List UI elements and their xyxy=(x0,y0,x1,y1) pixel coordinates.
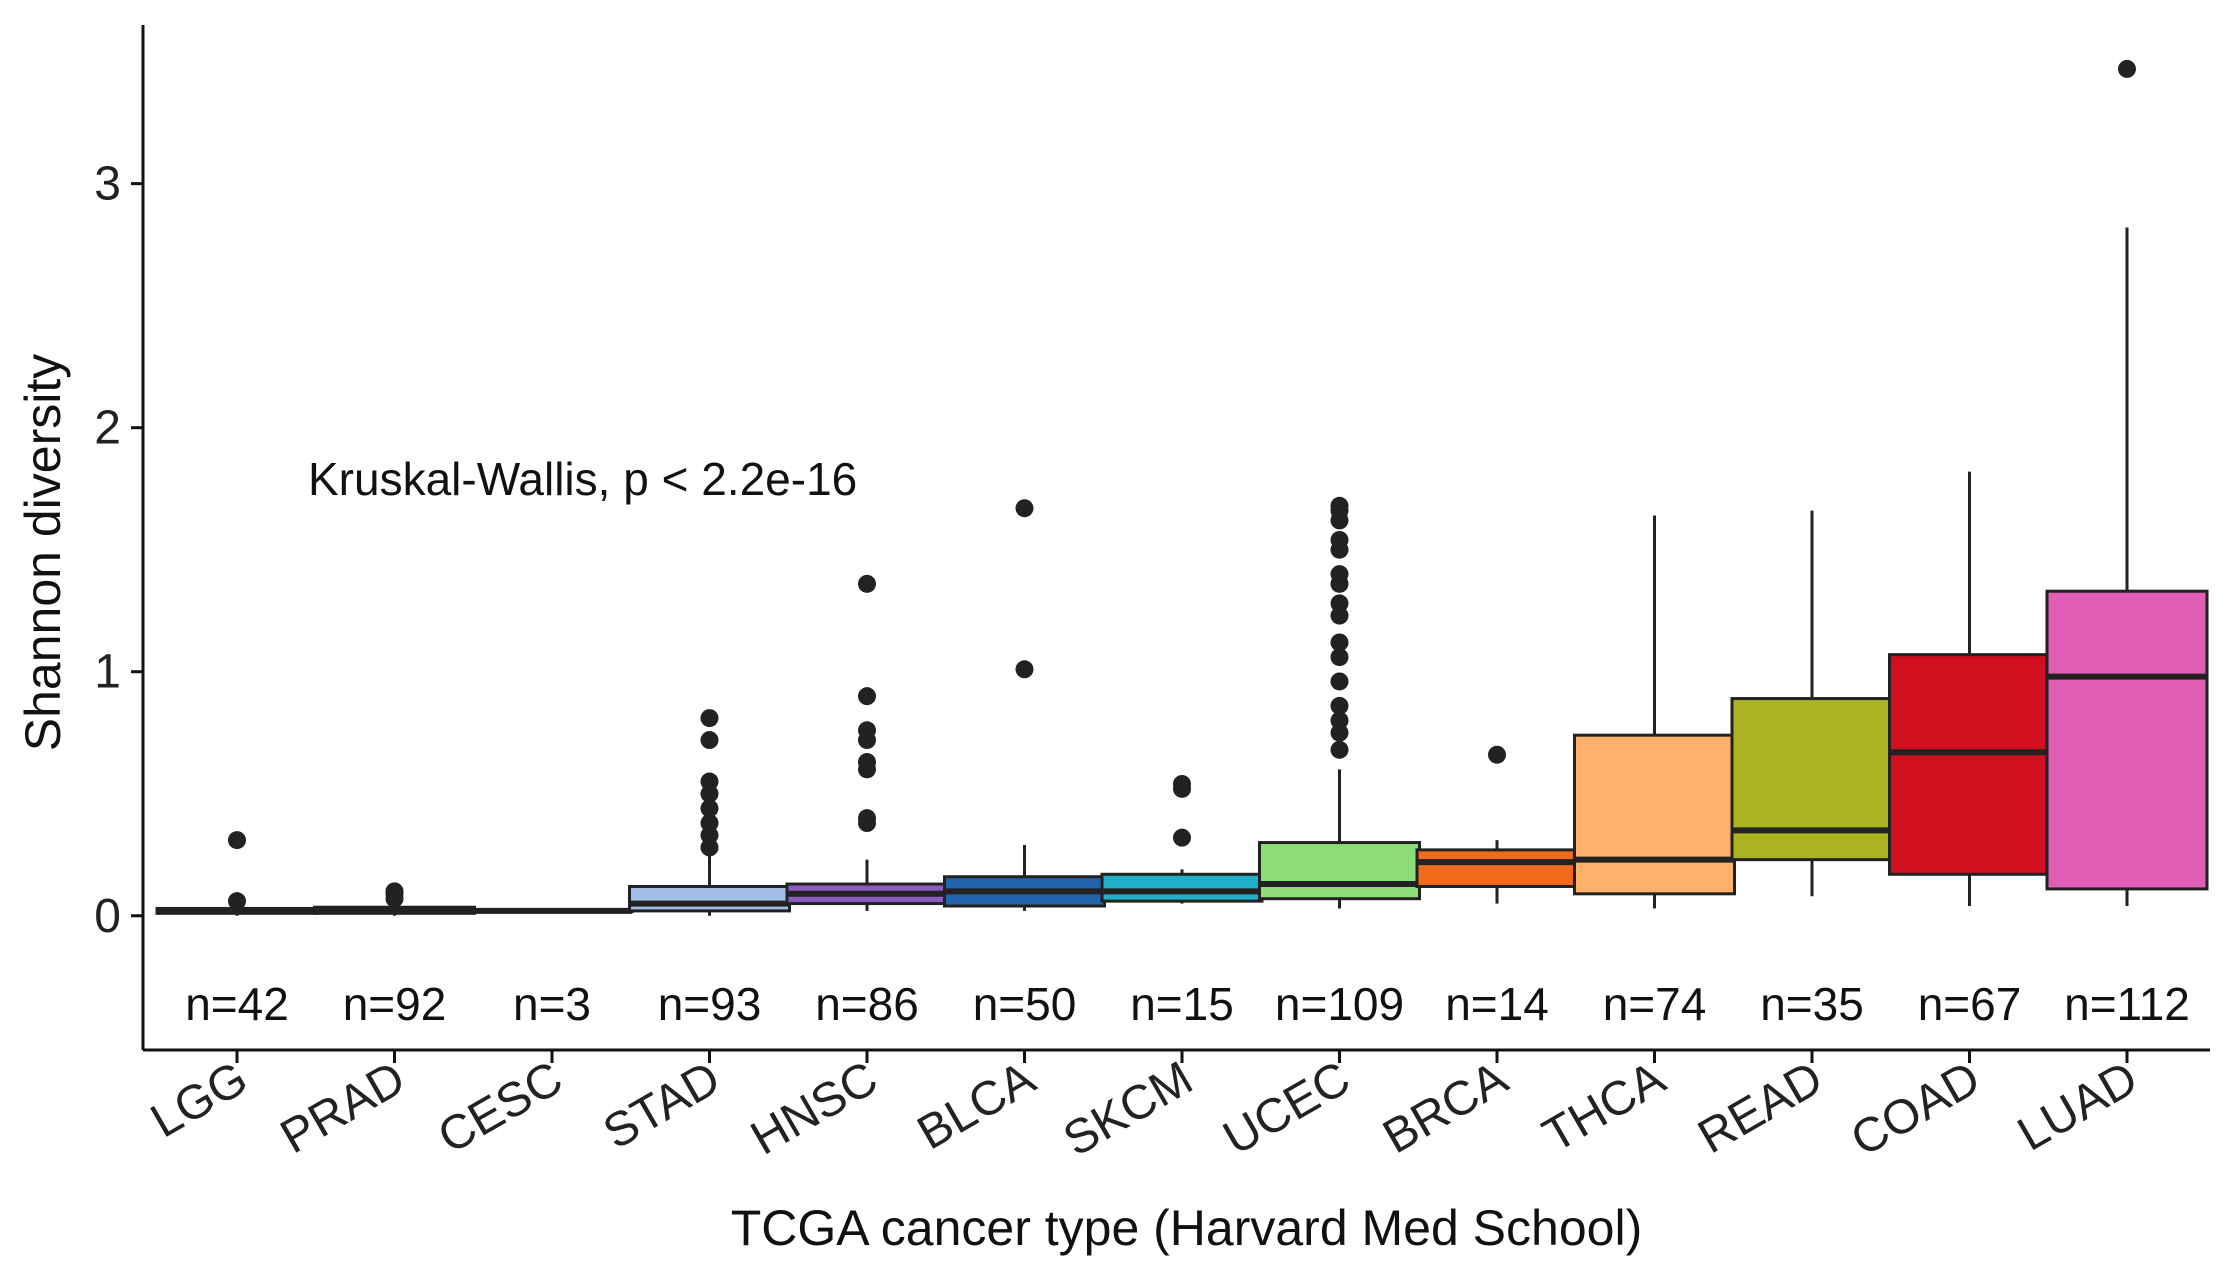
kruskal-wallis-annotation: Kruskal-Wallis, p < 2.2e-16 xyxy=(308,453,857,505)
outlier-point xyxy=(1330,633,1349,652)
outlier-point xyxy=(700,799,719,818)
x-tick-label: UCEC xyxy=(1215,1052,1359,1166)
outlier-point xyxy=(1330,496,1349,515)
x-tick-label: THCA xyxy=(1534,1052,1674,1163)
outlier-point xyxy=(1330,672,1349,691)
n-label: n=93 xyxy=(658,978,762,1030)
box-coad xyxy=(1888,653,2051,876)
y-tick-label: 3 xyxy=(94,158,121,211)
outlier-point xyxy=(1330,648,1349,667)
y-axis-title: Shannon diversity xyxy=(15,354,71,751)
x-tick-label: BLCA xyxy=(909,1052,1044,1161)
box-skcm xyxy=(1100,872,1264,903)
box-read xyxy=(1730,697,1894,862)
n-label: n=92 xyxy=(343,978,447,1030)
n-label: n=67 xyxy=(1918,978,2022,1030)
n-label: n=42 xyxy=(185,978,289,1030)
x-tick-label: PRAD xyxy=(272,1052,414,1165)
x-axis-title: TCGA cancer type (Harvard Med School) xyxy=(731,1200,1642,1256)
outlier-point xyxy=(700,709,719,728)
outlier-point xyxy=(700,731,719,750)
n-label: n=86 xyxy=(815,978,919,1030)
outlier-point xyxy=(1330,594,1349,613)
box-thca xyxy=(1573,733,1736,896)
x-tick-label: CESC xyxy=(430,1052,572,1165)
n-label: n=15 xyxy=(1130,978,1234,1030)
outlier-point xyxy=(858,753,876,772)
outlier-point xyxy=(1015,499,1034,518)
y-tick-label: 0 xyxy=(94,890,121,943)
box-ucec xyxy=(1258,841,1421,901)
outlier-point xyxy=(1330,530,1349,549)
outlier-point xyxy=(1488,745,1506,764)
x-tick-label: BRCA xyxy=(1375,1052,1517,1165)
outlier-point xyxy=(1015,660,1034,679)
outlier-point xyxy=(1173,828,1191,847)
box-stad xyxy=(628,884,791,913)
n-label: n=109 xyxy=(1275,978,1404,1030)
n-label: n=112 xyxy=(2064,978,2190,1030)
n-label: n=14 xyxy=(1445,978,1549,1030)
outlier-point xyxy=(1330,711,1349,730)
n-label: n=35 xyxy=(1760,978,1864,1030)
n-label: n=3 xyxy=(513,978,591,1030)
box-brca xyxy=(1415,848,1579,888)
outlier-point xyxy=(858,809,876,828)
box-luad xyxy=(2045,589,2209,891)
outlier-point xyxy=(858,574,876,593)
outlier-point xyxy=(1173,774,1191,793)
n-label: n=50 xyxy=(973,978,1077,1030)
x-tick-label: STAD xyxy=(595,1052,729,1160)
y-tick-label: 2 xyxy=(94,402,121,455)
y-tick-label: 1 xyxy=(94,646,121,699)
outlier-point xyxy=(1330,696,1349,715)
x-tick-label: READ xyxy=(1690,1052,1832,1165)
outlier-point xyxy=(700,772,719,791)
x-tick-label: COAD xyxy=(1842,1052,1989,1167)
outlier-point xyxy=(2118,59,2136,78)
outlier-point xyxy=(1330,565,1349,584)
outlier-point xyxy=(700,814,719,833)
n-label: n=74 xyxy=(1603,978,1707,1030)
outlier-point xyxy=(1330,740,1349,759)
outlier-point xyxy=(228,831,246,850)
outlier-point xyxy=(385,882,404,901)
outlier-point xyxy=(228,892,246,911)
x-tick-label: LUAD xyxy=(2009,1052,2146,1162)
x-tick-label: SKCM xyxy=(1055,1052,1202,1167)
outlier-point xyxy=(858,721,876,740)
outlier-point xyxy=(858,687,876,706)
x-tick-label: HNSC xyxy=(742,1052,886,1166)
x-tick-label: LGG xyxy=(142,1052,256,1149)
